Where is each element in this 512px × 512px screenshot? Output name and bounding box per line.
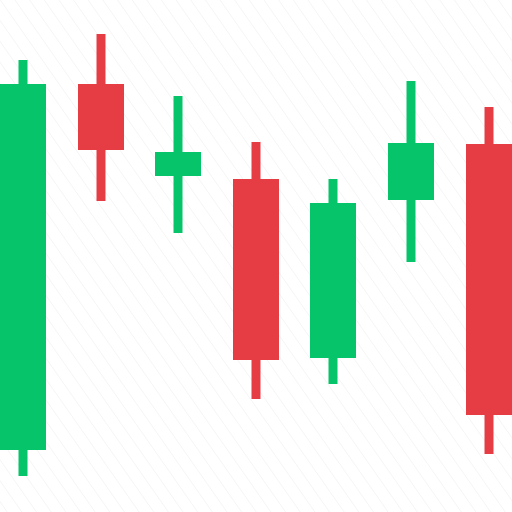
- candle-1-body: [0, 84, 46, 450]
- candle-4-body: [233, 179, 279, 360]
- candle-5-body: [310, 203, 356, 358]
- candle-7-body: [466, 144, 512, 415]
- candle-3-body: [155, 152, 201, 176]
- candle-6-body: [388, 143, 434, 200]
- candle-2-body: [78, 84, 124, 150]
- candles-group: [0, 34, 512, 476]
